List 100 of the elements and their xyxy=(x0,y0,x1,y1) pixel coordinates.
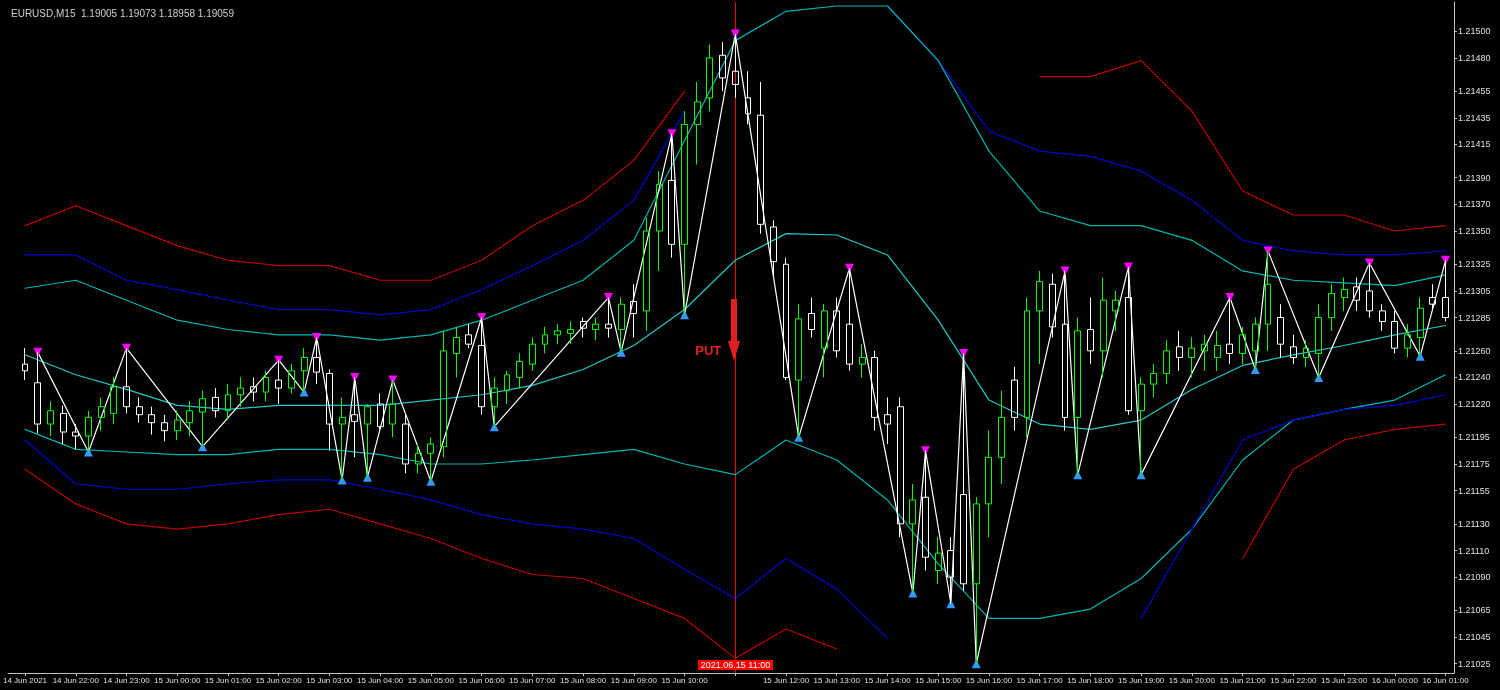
y-tick-label: 1.21130 xyxy=(1458,518,1490,529)
candlestick xyxy=(1036,270,1043,365)
candlestick xyxy=(110,376,117,425)
x-tick-label: 16 Jun 00:00 xyxy=(1371,675,1419,685)
candlestick xyxy=(212,387,219,418)
candlestick xyxy=(1163,339,1170,385)
candlestick xyxy=(757,81,764,235)
candlestick xyxy=(1328,283,1335,332)
x-tick-label: 15 Jun 07:00 xyxy=(509,675,557,685)
line-series xyxy=(24,233,1447,430)
y-tick-label: 1.21435 xyxy=(1458,112,1491,123)
y-tick-label: 1.21090 xyxy=(1458,572,1491,583)
candlestick xyxy=(884,396,891,445)
candlestick xyxy=(1290,334,1297,365)
candlestick xyxy=(22,347,28,381)
y-tick-label: 1.21025 xyxy=(1458,658,1491,669)
candlestick xyxy=(554,323,561,345)
y-tick-label: 1.21370 xyxy=(1458,199,1491,210)
candlestick xyxy=(1353,277,1360,312)
x-tick-label: 15 Jun 00:00 xyxy=(154,675,201,685)
point xyxy=(426,476,436,486)
candlestick xyxy=(1277,303,1284,358)
candlestick xyxy=(136,396,143,424)
x-tick-label: 15 Jun 05:00 xyxy=(407,675,455,685)
x-tick-label: 15 Jun 20:00 xyxy=(1168,675,1216,685)
candlestick xyxy=(377,392,384,432)
candlestick xyxy=(1176,330,1183,372)
candlestick xyxy=(288,363,295,394)
candlestick xyxy=(1201,334,1208,372)
x-tick-label: 15 Jun 16:00 xyxy=(965,675,1013,685)
point xyxy=(1060,266,1070,276)
candlestick xyxy=(1188,337,1195,378)
y-tick-label: 1.21065 xyxy=(1458,605,1491,616)
x-tick-label: 15 Jun 08:00 xyxy=(559,675,607,685)
x-tick-label: 15 Jun 02:00 xyxy=(255,675,303,685)
point xyxy=(1314,372,1324,382)
y-tick-label: 1.21285 xyxy=(1458,312,1491,323)
candlestick xyxy=(1011,366,1018,432)
candlestick xyxy=(148,406,155,436)
point xyxy=(1364,258,1374,268)
y-tick-label: 1.21480 xyxy=(1458,52,1491,63)
x-tick-label: 15 Jun 18:00 xyxy=(1067,675,1115,685)
candlestick xyxy=(859,343,866,378)
candlestick xyxy=(821,303,828,378)
candlestick xyxy=(72,423,79,450)
x-tick-label: 15 Jun 17:00 xyxy=(1016,675,1064,685)
y-tick-label: 1.21455 xyxy=(1458,86,1491,97)
candlestick xyxy=(643,217,650,332)
x-tick-label: 14 Jun 2021 xyxy=(3,675,48,685)
candlestick xyxy=(250,376,257,402)
candlestick xyxy=(415,443,422,474)
x-tick-label: 15 Jun 03:00 xyxy=(306,675,354,685)
y-tick-label: 1.21195 xyxy=(1458,432,1490,443)
candlestick xyxy=(808,297,815,338)
candlestick xyxy=(630,283,637,338)
y-tick-label: 1.21305 xyxy=(1458,285,1491,296)
candlestick xyxy=(1100,277,1107,378)
candlestick xyxy=(174,410,181,441)
candlestick xyxy=(1150,363,1157,398)
candlestick xyxy=(225,383,231,421)
point xyxy=(794,432,804,442)
candlestick xyxy=(453,326,460,378)
candlestick xyxy=(1049,273,1056,338)
candlestick xyxy=(161,414,168,442)
candlestick xyxy=(1429,283,1436,312)
x-tick-label: 15 Jun 13:00 xyxy=(813,675,861,685)
candlestick xyxy=(1024,297,1030,438)
candlestick xyxy=(237,376,244,408)
candlestick xyxy=(783,257,789,381)
annotation: PUT xyxy=(695,343,722,359)
x-tick-label: 14 Jun 22:00 xyxy=(52,675,100,685)
candlestick xyxy=(706,44,713,112)
y-tick-label: 1.21175 xyxy=(1458,458,1490,469)
y-tick-label: 1.21325 xyxy=(1458,259,1491,270)
x-tick-label: 14 Jun 23:00 xyxy=(103,675,151,685)
x-tick-label: 15 Jun 12:00 xyxy=(762,675,810,685)
candlestick xyxy=(98,396,105,432)
candlestick xyxy=(504,370,510,405)
x-tick-label: 15 Jun 04:00 xyxy=(357,675,404,685)
x-tick-label: 15 Jun 15:00 xyxy=(915,675,962,685)
y-tick-label: 1.21155 xyxy=(1458,485,1490,496)
candlestick xyxy=(1404,323,1411,358)
candlestick xyxy=(402,414,409,474)
candlestick xyxy=(998,390,1005,485)
point xyxy=(616,347,626,357)
x-tick-label: 16 Jun 01:00 xyxy=(1422,675,1470,685)
y-tick-label: 1.21390 xyxy=(1458,172,1491,183)
y-tick-label: 1.21415 xyxy=(1458,139,1491,150)
candlestick xyxy=(1087,297,1094,365)
candlestick xyxy=(47,400,54,437)
candlestick xyxy=(694,81,701,165)
y-tick-label: 1.21350 xyxy=(1458,225,1491,236)
x-tick-label: 15 Jun 01:00 xyxy=(204,675,252,685)
candlestick xyxy=(440,330,447,458)
text: EURUSD,M15 1.19005 1.19073 1.18958 1.19059 xyxy=(11,7,235,19)
x-tick-label: 15 Jun 21:00 xyxy=(1219,675,1267,685)
candlestick xyxy=(1303,339,1309,368)
candlestick xyxy=(719,41,726,92)
x-tick-label: 15 Jun 10:00 xyxy=(661,675,709,685)
y-tick-label: 1.21220 xyxy=(1458,399,1491,410)
